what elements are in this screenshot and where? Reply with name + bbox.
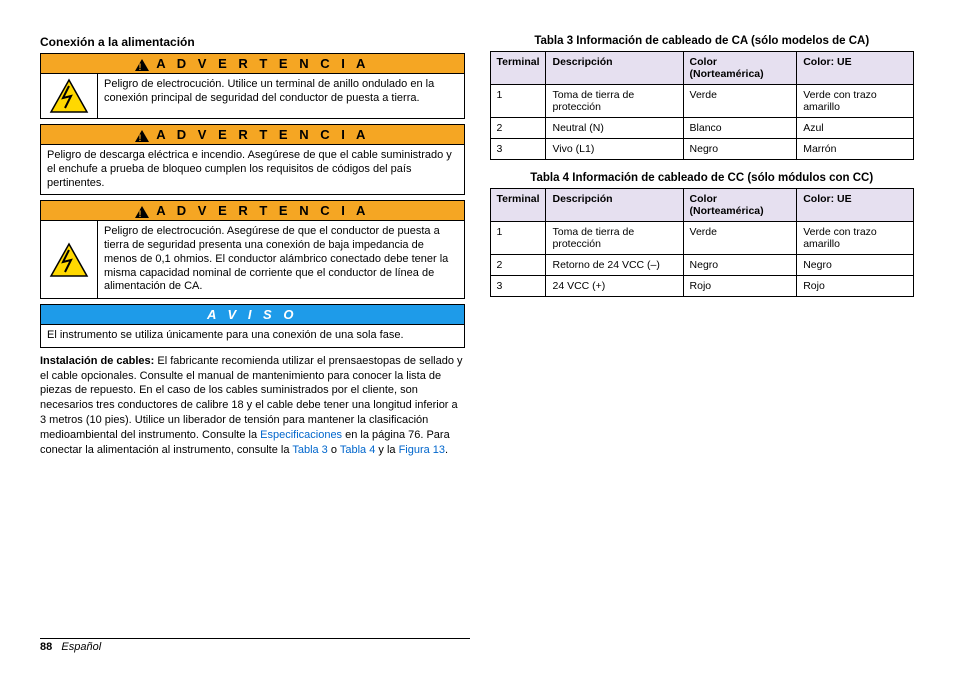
th: Color: UE [797, 189, 914, 222]
td: Rojo [683, 276, 797, 297]
table4: Terminal Descripción Color (Norteamérica… [490, 188, 915, 297]
td: 2 [490, 118, 546, 139]
th: Terminal [490, 52, 546, 85]
td: Vivo (L1) [546, 139, 683, 160]
body-span-4: y la [375, 444, 398, 456]
warning-header-3: ! A D V E R T E N C I A [41, 201, 464, 221]
warning-triangle-icon: ! [135, 59, 149, 71]
link-especificaciones[interactable]: Especificaciones [260, 429, 342, 441]
th: Color (Norteamérica) [683, 189, 797, 222]
td: 1 [490, 85, 546, 118]
warning-box-2: ! A D V E R T E N C I A Peligro de desca… [40, 124, 465, 195]
td: Toma de tierra de protección [546, 85, 683, 118]
aviso-box: A V I S O El instrumento se utiliza únic… [40, 304, 465, 348]
table3: Terminal Descripción Color (Norteamérica… [490, 51, 915, 160]
body-strong: Instalación de cables: [40, 355, 154, 367]
td: Blanco [683, 118, 797, 139]
svg-text:!: ! [139, 209, 146, 218]
table-row: 1 Toma de tierra de protección Verde Ver… [490, 222, 914, 255]
td: Negro [683, 255, 797, 276]
td: Verde [683, 85, 797, 118]
td: 3 [490, 139, 546, 160]
shock-hazard-icon [41, 221, 98, 298]
aviso-header: A V I S O [41, 305, 464, 325]
td: Azul [797, 118, 914, 139]
td: 3 [490, 276, 546, 297]
link-tabla4[interactable]: Tabla 4 [340, 444, 375, 456]
link-figura13[interactable]: Figura 13 [399, 444, 445, 456]
svg-text:!: ! [139, 62, 146, 71]
th: Descripción [546, 52, 683, 85]
body-span-3: o [328, 444, 340, 456]
warning-box-1: ! A D V E R T E N C I A Peligro de elect… [40, 53, 465, 119]
td: Verde con trazo amarillo [797, 85, 914, 118]
td: 2 [490, 255, 546, 276]
td: Negro [683, 139, 797, 160]
table-row: 3 24 VCC (+) Rojo Rojo [490, 276, 914, 297]
td: Verde [683, 222, 797, 255]
table-row: 3 Vivo (L1) Negro Marrón [490, 139, 914, 160]
aviso-text: El instrumento se utiliza únicamente par… [41, 325, 464, 347]
warning-text-3: Peligro de electrocución. Asegúrese de q… [98, 221, 464, 298]
th: Color (Norteamérica) [683, 52, 797, 85]
body-span-5: . [445, 444, 448, 456]
td: Retorno de 24 VCC (–) [546, 255, 683, 276]
table-row: 2 Retorno de 24 VCC (–) Negro Negro [490, 255, 914, 276]
table3-caption: Tabla 3 Información de cableado de CA (s… [490, 35, 915, 47]
page-language: Español [61, 641, 101, 653]
td: Negro [797, 255, 914, 276]
td: 24 VCC (+) [546, 276, 683, 297]
td: Verde con trazo amarillo [797, 222, 914, 255]
td: Neutral (N) [546, 118, 683, 139]
warning-header-1: ! A D V E R T E N C I A [41, 54, 464, 74]
warning-text-1: Peligro de electrocución. Utilice un ter… [98, 74, 464, 118]
left-column: Conexión a la alimentación ! A D V E R T… [40, 35, 465, 458]
body-paragraph: Instalación de cables: El fabricante rec… [40, 354, 465, 458]
section-heading: Conexión a la alimentación [40, 35, 465, 49]
svg-text:!: ! [139, 133, 146, 142]
td: 1 [490, 222, 546, 255]
link-tabla3[interactable]: Tabla 3 [292, 444, 327, 456]
warning-title-3: A D V E R T E N C I A [156, 203, 369, 218]
page-footer: 88 Español [40, 638, 470, 653]
table-row: 1 Toma de tierra de protección Verde Ver… [490, 85, 914, 118]
shock-hazard-icon [41, 74, 98, 118]
warning-triangle-icon: ! [135, 130, 149, 142]
warning-text-2: Peligro de descarga eléctrica e incendio… [41, 145, 464, 194]
th: Color: UE [797, 52, 914, 85]
warning-title-2: A D V E R T E N C I A [156, 127, 369, 142]
warning-triangle-icon: ! [135, 206, 149, 218]
td: Toma de tierra de protección [546, 222, 683, 255]
warning-header-2: ! A D V E R T E N C I A [41, 125, 464, 145]
table4-caption: Tabla 4 Información de cableado de CC (s… [490, 172, 915, 184]
warning-box-3: ! A D V E R T E N C I A Peligro de elect… [40, 200, 465, 299]
td: Marrón [797, 139, 914, 160]
page-number: 88 [40, 641, 52, 653]
table-row: 2 Neutral (N) Blanco Azul [490, 118, 914, 139]
table-header-row: Terminal Descripción Color (Norteamérica… [490, 52, 914, 85]
warning-title-1: A D V E R T E N C I A [156, 56, 369, 71]
th: Descripción [546, 189, 683, 222]
right-column: Tabla 3 Información de cableado de CA (s… [490, 35, 915, 458]
th: Terminal [490, 189, 546, 222]
td: Rojo [797, 276, 914, 297]
table-header-row: Terminal Descripción Color (Norteamérica… [490, 189, 914, 222]
